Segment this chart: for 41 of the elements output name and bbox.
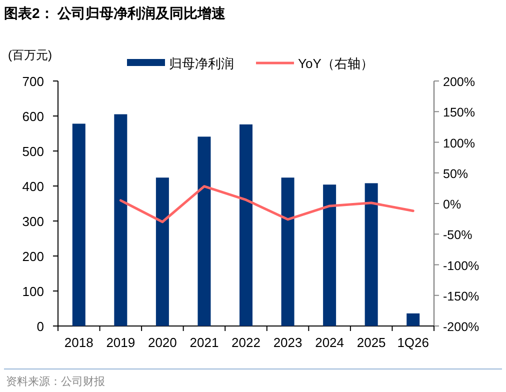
chart-title: 图表2： 公司归母净利润及同比增速 bbox=[4, 5, 227, 21]
bar bbox=[281, 178, 294, 326]
x-tick-label: 2023 bbox=[273, 335, 302, 350]
y-axis-title: (百万元) bbox=[8, 48, 52, 62]
legend-label: YoY（右轴） bbox=[298, 56, 374, 71]
x-tick-label: 2024 bbox=[315, 335, 344, 350]
bar bbox=[114, 114, 128, 326]
bar bbox=[406, 313, 420, 326]
bar bbox=[72, 124, 86, 326]
y-tick-label: 100 bbox=[22, 284, 44, 299]
bar bbox=[198, 136, 211, 326]
line-series bbox=[119, 185, 414, 224]
y2-tick-label: -100% bbox=[443, 258, 480, 273]
y-tick-label: 200 bbox=[22, 249, 44, 264]
x-tick-label: 2020 bbox=[148, 335, 177, 350]
bar bbox=[323, 184, 336, 326]
y2-tick-label: 0% bbox=[443, 198, 462, 212]
legend-label: 归母净利润 bbox=[169, 56, 234, 71]
x-tick-label: 2018 bbox=[64, 335, 94, 350]
y-tick-label: 700 bbox=[22, 74, 44, 89]
y2-tick-label: -50% bbox=[443, 228, 472, 242]
text: 资料来源：公司财报 bbox=[6, 375, 105, 388]
bar bbox=[240, 124, 252, 326]
y2-tick-label: -200% bbox=[443, 320, 480, 334]
y-tick-label: 500 bbox=[22, 144, 44, 159]
x-tick-label: 2022 bbox=[232, 335, 260, 350]
y-tick-label: 0 bbox=[36, 319, 44, 334]
y2-tick-label: -150% bbox=[443, 289, 480, 304]
y-tick-label: 600 bbox=[22, 109, 44, 124]
y2-tick-label: 200% bbox=[443, 75, 475, 89]
x-tick-label: 2019 bbox=[106, 335, 136, 350]
y2-tick-label: 150% bbox=[443, 106, 475, 120]
y-tick-label: 400 bbox=[22, 179, 44, 194]
x-tick-label: 2021 bbox=[190, 335, 219, 350]
y2-tick-label: 50% bbox=[443, 166, 468, 181]
bar bbox=[156, 178, 169, 326]
y2-tick-label: 100% bbox=[443, 136, 475, 150]
bar bbox=[364, 183, 378, 326]
x-tick-label: 2025 bbox=[356, 335, 386, 350]
y-tick-label: 300 bbox=[22, 214, 44, 229]
x-tick-label: 1Q26 bbox=[397, 335, 430, 350]
